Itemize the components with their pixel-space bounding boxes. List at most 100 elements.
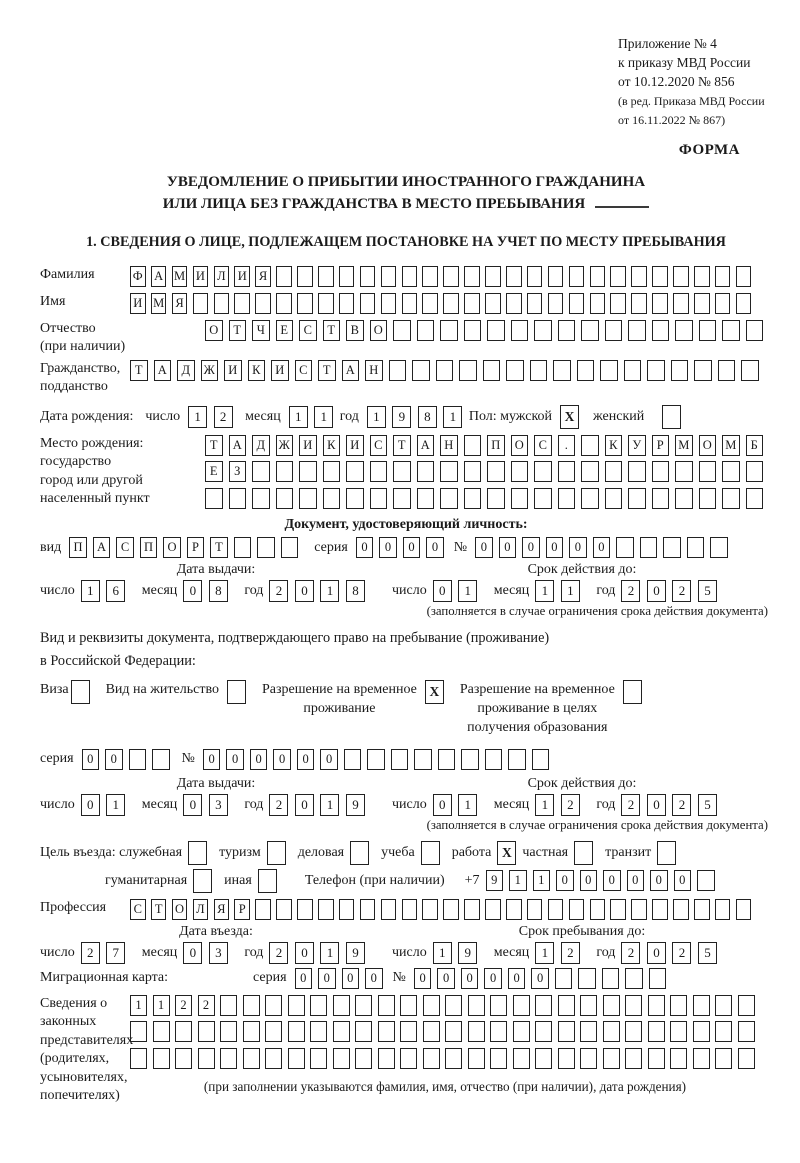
- char-cell[interactable]: [735, 292, 752, 314]
- char-cell[interactable]: 2: [175, 994, 192, 1016]
- char-cell[interactable]: [422, 265, 438, 287]
- char-cell[interactable]: [355, 1021, 372, 1043]
- char-cell[interactable]: З: [228, 461, 246, 483]
- char-cell[interactable]: [512, 994, 530, 1016]
- char-cell[interactable]: [445, 994, 462, 1016]
- char-cell[interactable]: [535, 994, 552, 1016]
- char-cell[interactable]: 0: [296, 748, 315, 770]
- char-cell[interactable]: И: [346, 434, 364, 456]
- char-cell[interactable]: К: [322, 434, 340, 456]
- char-cell[interactable]: [698, 487, 716, 509]
- purpose-other-checkbox[interactable]: [257, 868, 277, 893]
- char-cell[interactable]: [714, 292, 731, 314]
- char-cell[interactable]: 9: [485, 870, 504, 892]
- purpose-official-checkbox[interactable]: [188, 840, 208, 865]
- char-cell[interactable]: [581, 487, 599, 509]
- char-cell[interactable]: [220, 1047, 237, 1069]
- char-cell[interactable]: [233, 537, 252, 559]
- char-cell[interactable]: [464, 898, 480, 920]
- char-cell[interactable]: [508, 748, 526, 770]
- char-cell[interactable]: А: [228, 434, 246, 456]
- char-cell[interactable]: А: [416, 434, 434, 456]
- char-cell[interactable]: С: [130, 898, 146, 920]
- char-cell[interactable]: [265, 1047, 282, 1069]
- char-cell[interactable]: [589, 292, 606, 314]
- char-cell[interactable]: 2: [621, 580, 641, 603]
- char-cell[interactable]: [152, 1047, 170, 1069]
- char-cell[interactable]: [343, 748, 362, 770]
- char-cell[interactable]: [422, 1021, 440, 1043]
- char-cell[interactable]: 0: [498, 537, 517, 559]
- char-cell[interactable]: 1: [432, 941, 452, 964]
- char-cell[interactable]: 1: [535, 941, 555, 964]
- char-cell[interactable]: [557, 319, 575, 341]
- char-cell[interactable]: [714, 898, 731, 920]
- char-cell[interactable]: [265, 994, 282, 1016]
- char-cell[interactable]: [547, 292, 564, 314]
- char-cell[interactable]: [610, 292, 626, 314]
- char-cell[interactable]: [526, 898, 543, 920]
- char-cell[interactable]: [257, 537, 275, 559]
- char-cell[interactable]: 0: [318, 967, 336, 989]
- char-cell[interactable]: [647, 1047, 665, 1069]
- char-cell[interactable]: [377, 1047, 395, 1069]
- char-cell[interactable]: [338, 898, 355, 920]
- char-cell[interactable]: 1: [535, 793, 555, 816]
- char-cell[interactable]: И: [130, 292, 146, 314]
- char-cell[interactable]: М: [722, 434, 740, 456]
- char-cell[interactable]: К: [604, 434, 622, 456]
- char-cell[interactable]: М: [171, 265, 188, 287]
- char-cell[interactable]: 2: [672, 580, 692, 603]
- char-cell[interactable]: И: [271, 359, 289, 381]
- char-cell[interactable]: 0: [426, 537, 444, 559]
- char-cell[interactable]: [625, 1047, 642, 1069]
- char-cell[interactable]: 0: [183, 793, 203, 816]
- char-cell[interactable]: 9: [392, 405, 412, 428]
- char-cell[interactable]: [152, 1021, 170, 1043]
- purpose-transit-checkbox[interactable]: [657, 840, 677, 865]
- char-cell[interactable]: [437, 748, 456, 770]
- char-cell[interactable]: [529, 359, 547, 381]
- char-cell[interactable]: [631, 898, 647, 920]
- char-cell[interactable]: [670, 359, 688, 381]
- char-cell[interactable]: [694, 292, 710, 314]
- char-cell[interactable]: [647, 994, 665, 1016]
- char-cell[interactable]: И: [224, 359, 242, 381]
- char-cell[interactable]: [275, 487, 293, 509]
- char-cell[interactable]: [388, 359, 406, 381]
- char-cell[interactable]: [506, 265, 522, 287]
- char-cell[interactable]: [581, 461, 599, 483]
- char-cell[interactable]: [692, 1047, 710, 1069]
- char-cell[interactable]: [220, 994, 237, 1016]
- char-cell[interactable]: Т: [130, 359, 148, 381]
- char-cell[interactable]: [506, 359, 524, 381]
- char-cell[interactable]: [694, 359, 712, 381]
- char-cell[interactable]: [557, 1021, 575, 1043]
- char-cell[interactable]: 9: [458, 941, 478, 964]
- char-cell[interactable]: 1: [535, 580, 555, 603]
- char-cell[interactable]: [252, 461, 270, 483]
- char-cell[interactable]: [652, 292, 668, 314]
- char-cell[interactable]: М: [675, 434, 693, 456]
- char-cell[interactable]: [506, 292, 522, 314]
- char-cell[interactable]: [737, 1047, 755, 1069]
- char-cell[interactable]: 1: [130, 994, 147, 1016]
- char-cell[interactable]: [694, 898, 710, 920]
- char-cell[interactable]: 1: [314, 405, 334, 428]
- option-visa-checkbox[interactable]: [70, 679, 90, 704]
- char-cell[interactable]: [735, 898, 752, 920]
- char-cell[interactable]: [485, 898, 501, 920]
- char-cell[interactable]: 1: [106, 793, 126, 816]
- char-cell[interactable]: 5: [697, 580, 717, 603]
- char-cell[interactable]: [625, 967, 643, 989]
- char-cell[interactable]: У: [628, 434, 646, 456]
- char-cell[interactable]: [601, 967, 620, 989]
- char-cell[interactable]: [628, 487, 646, 509]
- char-cell[interactable]: 0: [81, 748, 100, 770]
- char-cell[interactable]: Е: [275, 319, 293, 341]
- char-cell[interactable]: [367, 748, 385, 770]
- char-cell[interactable]: С: [534, 434, 552, 456]
- char-cell[interactable]: [310, 1047, 327, 1069]
- char-cell[interactable]: [531, 748, 550, 770]
- char-cell[interactable]: [663, 537, 681, 559]
